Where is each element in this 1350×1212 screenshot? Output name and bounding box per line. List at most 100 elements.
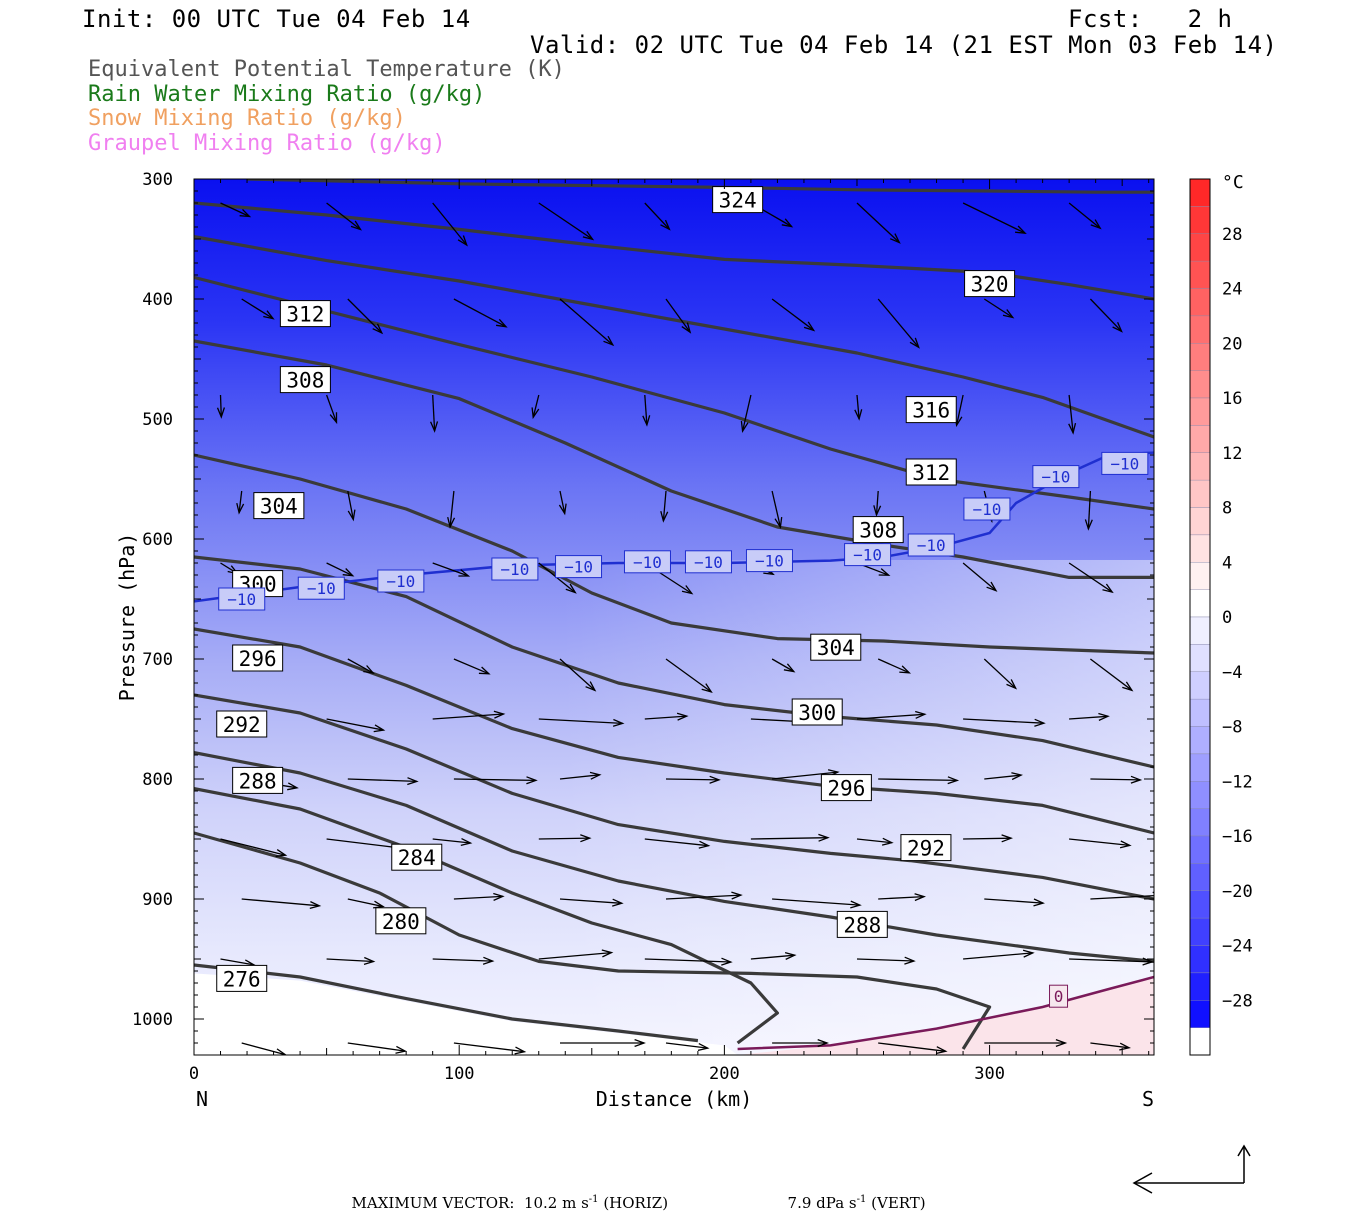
isotherm-label: −10 — [564, 558, 593, 577]
colorbar-swatch — [1189, 945, 1211, 974]
wind-vector-head — [287, 782, 299, 791]
wind-vector-arrow — [453, 658, 491, 675]
wind-vector-shaft — [326, 958, 374, 963]
wind-vector-arrow — [347, 298, 384, 335]
wind-vector-head — [460, 838, 473, 847]
wind-vector-arrow — [559, 298, 615, 347]
wind-vector-head — [909, 337, 920, 349]
wind-vector-arrow — [1090, 891, 1154, 900]
isotherm-label-box — [1049, 984, 1069, 1008]
wind-vector-arrow — [644, 957, 733, 966]
wind-vector-arrow — [216, 394, 226, 419]
wind-vector-head — [774, 517, 783, 529]
wind-vector-head — [881, 837, 894, 846]
wind-vector-shaft — [432, 958, 493, 962]
wind-vector-head — [457, 235, 468, 247]
forecast-hour: Fcst: 2 h — [1068, 5, 1233, 33]
wind-vector-arrow — [559, 658, 597, 692]
colorbar-swatch — [1189, 206, 1211, 234]
theta-e-label-box — [820, 774, 872, 802]
theta-e-label: 308 — [286, 369, 324, 393]
isotherm-label: −10 — [633, 553, 662, 572]
wind-vector-shaft — [665, 298, 691, 333]
wind-vector-head — [873, 505, 882, 517]
wind-vector-arrow — [984, 1038, 1068, 1048]
colorbar-swatch — [1189, 343, 1211, 371]
wind-vector-head — [1034, 718, 1046, 727]
wind-vector-head — [1122, 681, 1134, 692]
wind-vector-arrow — [432, 562, 471, 577]
wind-vector-arrow — [538, 949, 614, 960]
wind-vector-arrow — [220, 838, 288, 857]
colorbar-tick-label: 0 — [1222, 608, 1232, 628]
colorbar-swatch — [1189, 534, 1211, 563]
wind-vector-arrow — [644, 838, 711, 849]
theta-e-label-box — [900, 834, 952, 862]
wind-vector-arrow — [325, 394, 338, 425]
isotherm-zero-line — [737, 975, 1154, 1051]
isotherm-label-box — [963, 497, 1011, 521]
wind-vector-arrow — [453, 298, 508, 328]
wind-vector-shaft — [559, 298, 614, 346]
wind-vector-head — [526, 776, 538, 785]
x-tick-label: 100 — [444, 1064, 475, 1084]
wind-vector-head — [676, 712, 689, 721]
wind-vector-arrow — [665, 298, 692, 334]
wind-vector-arrow — [878, 1042, 948, 1055]
wind-vector-shaft — [665, 894, 741, 900]
colorbar-tick-label: −8 — [1222, 718, 1242, 738]
wind-vector-head — [803, 321, 816, 332]
colorbar-swatch — [1189, 507, 1211, 536]
wind-vector-shaft — [532, 394, 540, 418]
colorbar-swatch — [1189, 753, 1211, 782]
wind-vector-arrow — [558, 490, 567, 516]
y-tick-label: 500 — [142, 410, 173, 430]
wind-vector-arrow — [1068, 562, 1114, 594]
wind-vector-head — [493, 892, 505, 901]
field-label-rain: Rain Water Mixing Ratio (g/kg) — [88, 82, 486, 107]
wind-vector-shaft — [856, 394, 860, 419]
colorbar-swatch — [1189, 835, 1211, 864]
wind-vector-shaft — [878, 895, 925, 900]
wind-vector-head — [478, 666, 491, 675]
wind-vector-arrow — [447, 490, 456, 529]
theta-e-contour-304 — [194, 453, 1154, 655]
wind-vector-shaft — [878, 1042, 946, 1052]
wind-vector-head — [731, 891, 743, 900]
theta-e-label: 312 — [286, 303, 324, 327]
wind-vector-arrow — [963, 834, 1013, 843]
wind-vector-shaft — [449, 490, 455, 527]
theta-e-label: 292 — [223, 713, 261, 737]
wind-vector-arrow — [538, 202, 595, 241]
isotherm-label: −10 — [1041, 468, 1070, 487]
wind-vector-shaft — [1090, 894, 1154, 900]
theta-e-label-box — [810, 633, 862, 661]
isotherm-label: −10 — [1110, 454, 1139, 473]
wind-vector-head — [634, 1038, 646, 1048]
wind-vector-head — [817, 1038, 830, 1048]
wind-vector-head — [947, 776, 960, 785]
wind-vector-head — [1015, 225, 1027, 235]
contour-labels: 3243203163123123083083043043003002962962… — [216, 186, 1149, 1008]
wind-vector-head — [1142, 957, 1154, 966]
wind-vector-shaft — [432, 838, 471, 844]
wind-vector-arrow — [877, 658, 912, 674]
wind-vector-arrow — [560, 1038, 646, 1048]
wind-vector-head — [783, 663, 796, 673]
wind-vector-arrow — [453, 776, 538, 785]
wind-vector-shaft — [771, 658, 795, 673]
wind-vector-shaft — [983, 298, 1014, 319]
wind-vector-arrow — [326, 718, 386, 733]
wind-vector-head — [889, 233, 901, 244]
theta-e-label: 300 — [798, 701, 836, 725]
wind-vector-head — [514, 1046, 527, 1055]
theta-e-label: 284 — [398, 846, 436, 870]
theta-e-label-box — [905, 458, 957, 486]
wind-vector-arrow — [220, 202, 252, 218]
wind-vector-arrow — [1089, 298, 1123, 333]
isotherm-label: −10 — [227, 590, 256, 609]
x-axis-label: Distance (km) — [596, 1087, 753, 1111]
wind-vector-shaft — [877, 298, 920, 348]
theta-e-label: 288 — [843, 913, 881, 937]
colorbar-swatch — [1189, 972, 1211, 1001]
